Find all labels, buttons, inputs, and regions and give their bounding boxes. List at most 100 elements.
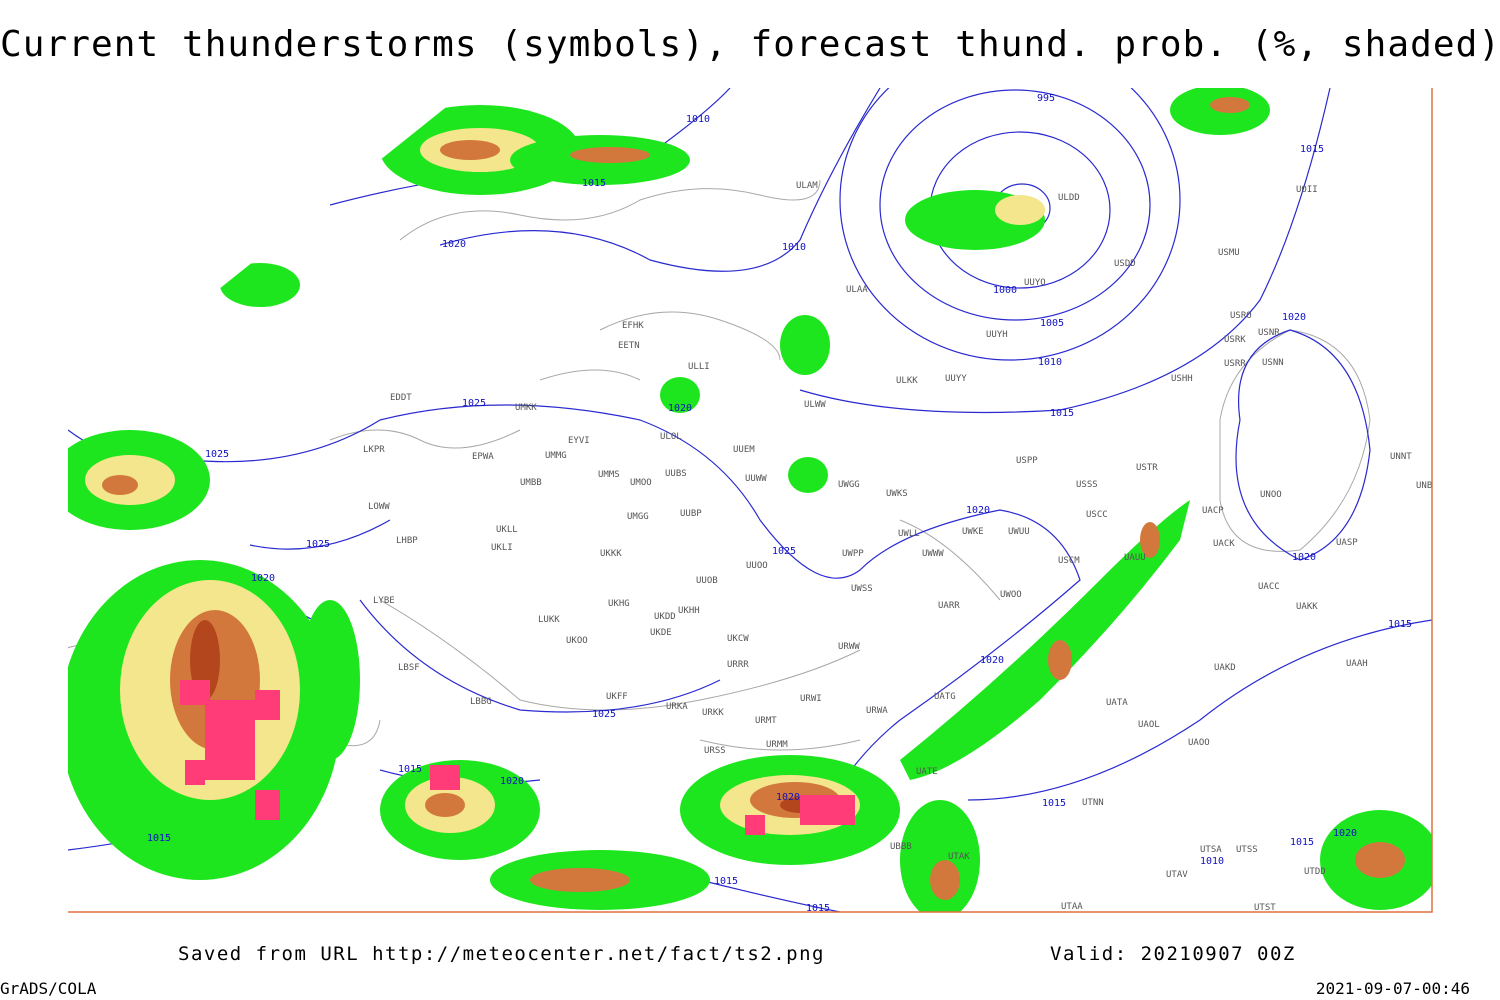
station-label: UOII (1296, 185, 1318, 195)
station-label: UACK (1213, 539, 1235, 549)
isobar-label: 1025 (306, 539, 330, 550)
station-label: UWKS (886, 489, 908, 499)
station-label: UACP (1202, 506, 1224, 516)
station-label: LHBP (396, 536, 418, 546)
station-label: UWOO (1000, 590, 1022, 600)
station-label: UWGG (838, 480, 860, 490)
station-label: USDD (1114, 259, 1136, 269)
isobar-label: 1015 (1290, 837, 1314, 848)
station-label: UUOB (696, 576, 718, 586)
station-label: UTAK (948, 852, 970, 862)
map: ULAM ULAA EFHK EETN ULLI ULOL UUEM UUWW UMMS UMOO… (68, 88, 1438, 912)
station-label: UWWW (922, 549, 944, 559)
valid-time: Valid: 20210907 00Z (1050, 943, 1296, 965)
isobar-label: 1015 (714, 876, 738, 887)
station-label: URWA (866, 706, 888, 716)
isobar-label: 1010 (1200, 856, 1224, 867)
station-label: UMOO (630, 478, 652, 488)
station-label: EFHK (622, 321, 644, 331)
station-label: ULOL (660, 432, 682, 442)
station-label: LYBE (373, 596, 395, 606)
isobar-label: 1020 (668, 403, 692, 414)
station-label: ULWW (804, 400, 826, 410)
isobar-label: 1015 (1388, 619, 1412, 630)
station-label: URKA (666, 702, 688, 712)
station-label: UUOO (746, 561, 768, 571)
station-label: UATG (934, 692, 956, 702)
isobar-label: 1020 (500, 776, 524, 787)
isobar-label: 1020 (776, 792, 800, 803)
station-label: UUWW (745, 474, 767, 484)
station-label: LKPR (363, 445, 385, 455)
station-label: UMKK (515, 403, 537, 413)
station-label: LBBG (470, 697, 492, 707)
isobar-label: 1025 (592, 709, 616, 720)
isobar-label: 1020 (1333, 828, 1357, 839)
isobar-label: 1020 (442, 239, 466, 250)
station-label: UWPP (842, 549, 864, 559)
station-label: EETN (618, 341, 640, 351)
isobar-label: 1015 (147, 833, 171, 844)
station-label: URWI (800, 694, 822, 704)
map-frame (68, 88, 1433, 913)
isobar-label: 1015 (1042, 798, 1066, 809)
station-label: URMT (755, 716, 777, 726)
isobar-label: 1025 (772, 546, 796, 557)
station-label: UTAA (1061, 902, 1083, 912)
station-label: UUBP (680, 509, 702, 519)
isobar-label: 1020 (980, 655, 1004, 666)
isobar-label: 1020 (251, 573, 275, 584)
isobar-label: 1010 (782, 242, 806, 253)
station-label: UUYO (1024, 278, 1046, 288)
station-label: USPP (1016, 456, 1038, 466)
isobar-label: 1025 (205, 449, 229, 460)
station-label: USRR (1224, 359, 1246, 369)
station-label: EYVI (568, 436, 590, 446)
isobar-label: 1020 (966, 505, 990, 516)
station-label: UARR (938, 601, 960, 611)
station-label: UAKK (1296, 602, 1318, 612)
credit: GrADS/COLA (0, 979, 97, 998)
station-label: UKHG (608, 599, 630, 609)
station-label: UATA (1106, 698, 1128, 708)
station-label: UKHH (678, 606, 700, 616)
station-label: UATE (916, 767, 938, 777)
station-label: UAUU (1124, 553, 1146, 563)
isobar-label: 1010 (686, 114, 710, 125)
station-label: UWSS (851, 584, 873, 594)
station-label: UTNN (1082, 798, 1104, 808)
station-label: UNNT (1390, 452, 1412, 462)
station-label: URWW (838, 642, 860, 652)
title: Current thunderstorms (symbols), forecas… (0, 24, 1500, 65)
station-label: ULLI (688, 362, 710, 372)
station-label: LUKK (538, 615, 560, 625)
station-label: UNOO (1260, 490, 1282, 500)
station-label: UWLL (898, 529, 920, 539)
station-label: USMU (1218, 248, 1240, 258)
isobar-label: 1020 (1282, 312, 1306, 323)
station-label: ULAM (796, 181, 818, 191)
station-label: URSS (704, 746, 726, 756)
station-label: UMMS (598, 470, 620, 480)
station-label: USRK (1224, 335, 1246, 345)
station-label: UWKE (962, 527, 984, 537)
station-label: UUEM (733, 445, 755, 455)
station-label: UAOL (1138, 720, 1160, 730)
isobar-label: 1005 (1040, 318, 1064, 329)
timestamp: 2021-09-07-00:46 (1316, 979, 1470, 998)
station-label: UNBB (1416, 481, 1438, 491)
station-label: UTAV (1166, 870, 1188, 880)
station-label: UASP (1336, 538, 1358, 548)
station-label: UMGG (627, 512, 649, 522)
station-label: UKDD (654, 612, 676, 622)
station-label: UKCW (727, 634, 749, 644)
isobar-label: 1010 (1038, 357, 1062, 368)
station-label: USCC (1086, 510, 1108, 520)
station-label: UAAH (1346, 659, 1368, 669)
isobar-label: 1015 (398, 764, 422, 775)
station-label: UACC (1258, 582, 1280, 592)
station-label: UTSS (1236, 845, 1258, 855)
saved-url: Saved from URL http://meteocenter.net/fa… (178, 943, 825, 965)
station-label: UKKK (600, 549, 622, 559)
map-labels: ULAM ULAA EFHK EETN ULLI ULOL UUEM UUWW UMMS UMOO… (147, 93, 1438, 912)
